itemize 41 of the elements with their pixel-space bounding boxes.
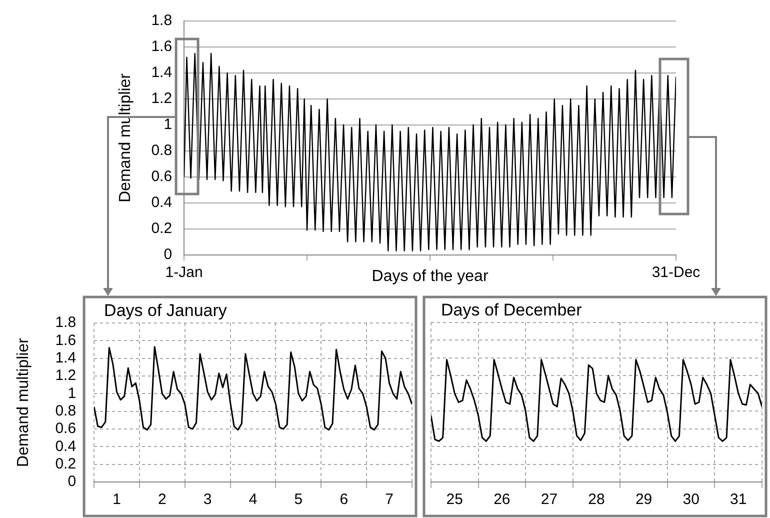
x-tick-label: 3	[203, 491, 212, 508]
x-tick-label: 5	[294, 491, 303, 508]
y-tick-label: 0.2	[55, 455, 76, 472]
y-tick-label: 0.6	[55, 420, 76, 438]
x-tick-label: 1-Jan	[165, 264, 203, 281]
y-tick-label: 1.8	[55, 314, 76, 332]
y-tick-label: 1.2	[151, 90, 172, 108]
y-tick-label: 1.4	[151, 64, 172, 82]
x-tick-label: 6	[340, 491, 348, 508]
x-axis-title: Days of the year	[372, 268, 489, 285]
y-axis-title: Demand multiplier	[15, 337, 32, 467]
x-tick-label: 27	[540, 491, 558, 508]
y-tick-label: 0.4	[151, 194, 172, 211]
y-tick-label: 0.8	[151, 142, 172, 160]
x-tick-label: 31	[730, 491, 747, 508]
x-tick-label: 7	[385, 491, 394, 508]
x-tick-label: 29	[635, 491, 652, 508]
x-tick-label: 25	[446, 491, 463, 508]
y-tick-label: 0.8	[55, 402, 76, 420]
x-tick-label: 26	[494, 491, 510, 508]
y-tick-label: 1.4	[55, 349, 76, 366]
x-tick-label: 28	[588, 491, 605, 508]
x-tick-label: 4	[248, 491, 258, 508]
y-tick-label: 0	[164, 246, 172, 263]
y-tick-label: 1.8	[151, 12, 172, 30]
y-tick-label: 1.6	[55, 332, 76, 349]
x-tick-label: 30	[682, 491, 700, 508]
x-tick-label: 1	[112, 491, 121, 508]
y-tick-label: 1	[68, 384, 76, 402]
y-tick-label: 1	[164, 116, 172, 134]
x-tick-label: 2	[158, 491, 166, 508]
chart-title: Days of December	[441, 300, 582, 320]
y-axis-title: Demand multiplier	[117, 72, 134, 202]
y-tick-label: 1.2	[55, 367, 76, 384]
x-tick-label: 31-Dec	[652, 264, 701, 281]
y-tick-label: 0.4	[55, 438, 76, 455]
y-tick-label: 0.6	[151, 168, 172, 186]
chart-title: Days of January	[104, 301, 228, 320]
y-tick-label: 1.6	[151, 38, 172, 56]
y-tick-label: 0.2	[151, 220, 172, 237]
y-tick-label: 0	[68, 473, 76, 490]
